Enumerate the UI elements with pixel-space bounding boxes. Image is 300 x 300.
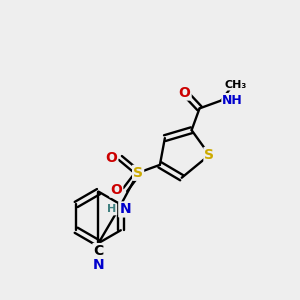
Text: H: H <box>107 204 116 214</box>
Text: S: S <box>133 166 143 180</box>
Text: N: N <box>119 202 131 216</box>
Text: S: S <box>204 148 214 162</box>
Text: NH: NH <box>222 94 243 107</box>
Text: CH₃: CH₃ <box>224 80 246 90</box>
Text: C: C <box>93 244 103 258</box>
Text: O: O <box>110 183 122 196</box>
Text: O: O <box>179 85 190 100</box>
Text: N: N <box>93 258 104 272</box>
Text: O: O <box>105 151 117 165</box>
